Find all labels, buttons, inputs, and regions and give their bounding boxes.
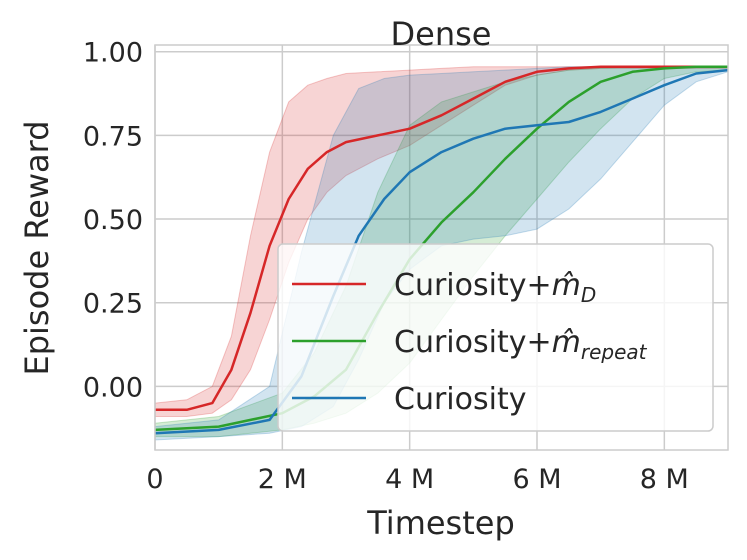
y-tick-label: 0.00 [83, 372, 143, 403]
legend: Curiosity+m̂D Curiosity+m̂repeat Curiosity [277, 243, 714, 432]
y-axis-title: Episode Reward [18, 120, 56, 375]
y-tick-label: 1.00 [83, 38, 143, 69]
x-axis-title: Timestep [366, 504, 515, 542]
chart-title: Dense [391, 15, 492, 53]
x-tick-label: 8 M [640, 464, 689, 495]
tick-labels: 0 2 M 4 M 6 M 8 M 0.00 0.25 0.50 0.75 1.00 [83, 38, 689, 495]
x-tick-label: 6 M [512, 464, 561, 495]
x-tick-label: 4 M [385, 464, 434, 495]
x-tick-label: 2 M [258, 464, 307, 495]
legend-label: Curiosity+m̂repeat [394, 325, 648, 364]
y-tick-label: 0.75 [83, 121, 143, 152]
legend-label: Curiosity [394, 382, 526, 417]
line-series-1 [155, 65, 728, 412]
legend-label: Curiosity+m̂D [394, 268, 596, 307]
legend-box [277, 243, 714, 432]
y-tick-label: 0.25 [83, 289, 143, 320]
x-tick-label: 0 [146, 464, 163, 495]
plot-frame [154, 44, 729, 451]
y-tick-label: 0.50 [83, 205, 143, 236]
